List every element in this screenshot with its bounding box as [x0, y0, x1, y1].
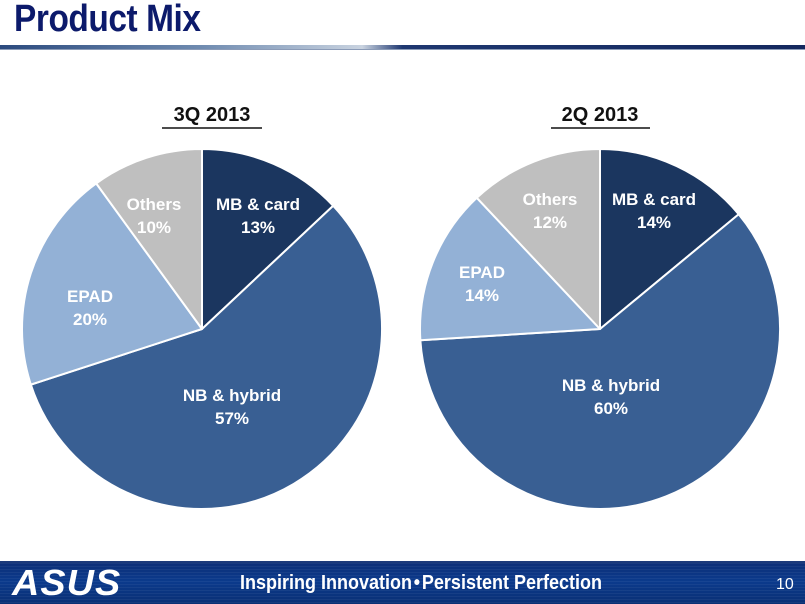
slice-label-value: 57% [215, 409, 249, 428]
slice-label-mb-card-3q: MB & card 13% [216, 195, 300, 237]
pie-slice-others [95, 148, 203, 330]
title-underline [0, 45, 805, 49]
slice-label-name: Others [523, 190, 578, 209]
pie-slice-others [475, 148, 601, 330]
chart-title-2q: 2Q 2013 [562, 104, 639, 126]
pie-slices-3q [21, 148, 383, 510]
footer-top-rule [0, 561, 805, 563]
slice-label-name: MB & card [216, 195, 300, 214]
slice-label-nb-hybrid-2q: NB & hybrid 60% [562, 376, 660, 418]
slice-label-mb-card-2q: MB & card 14% [612, 190, 696, 232]
slice-label-value: 13% [241, 218, 275, 237]
pie-slice-nb-hybrid [419, 213, 781, 510]
footer-tagline: Inspiring Innovation•Persistent Perfecti… [240, 572, 602, 595]
slice-label-value: 60% [594, 399, 628, 418]
slice-label-value: 10% [137, 218, 171, 237]
tagline-right: Persistent Perfection [421, 572, 602, 594]
footer-bar [0, 563, 805, 604]
slice-label-others-3q: Others 10% [127, 195, 182, 237]
slice-label-value: 20% [73, 310, 107, 329]
pie-slice-nb-hybrid [29, 204, 383, 510]
title-underline-shadow [0, 49, 805, 50]
tagline-left: Inspiring Innovation [240, 572, 412, 594]
slice-label-epad-2q: EPAD 14% [459, 263, 505, 305]
pie-slices-2q [419, 148, 781, 510]
tagline-separator: • [413, 572, 421, 594]
slice-label-name: EPAD [459, 263, 505, 282]
slice-label-value: 12% [533, 213, 567, 232]
slice-label-epad-3q: EPAD 20% [67, 287, 113, 329]
slice-label-others-2q: Others 12% [523, 190, 578, 232]
pie-slice-mb-card [201, 148, 335, 330]
slide-title: Product Mix [14, 0, 201, 40]
slice-label-name: EPAD [67, 287, 113, 306]
slice-label-name: MB & card [612, 190, 696, 209]
pie-chart-3q-2013: 3Q 2013 MB & card 13% NB & hybrid 57% EP… [21, 104, 383, 510]
slice-label-name: NB & hybrid [562, 376, 660, 395]
pie-slice-mb-card [599, 148, 740, 330]
slice-label-name: Others [127, 195, 182, 214]
slice-label-nb-hybrid-3q: NB & hybrid 57% [183, 386, 281, 428]
slice-label-value: 14% [637, 213, 671, 232]
slice-label-name: NB & hybrid [183, 386, 281, 405]
page-number: 10 [776, 576, 794, 593]
charts-canvas: 3Q 2013 MB & card 13% NB & hybrid 57% EP… [21, 104, 781, 510]
slice-label-value: 14% [465, 286, 499, 305]
asus-logo: ASUS [12, 562, 122, 603]
chart-title-3q: 3Q 2013 [174, 104, 251, 126]
pie-slice-epad [21, 182, 203, 386]
pie-chart-2q-2013: 2Q 2013 MB & card 14% NB & hybrid 60% EP… [419, 104, 781, 510]
pie-slice-epad [419, 196, 601, 342]
